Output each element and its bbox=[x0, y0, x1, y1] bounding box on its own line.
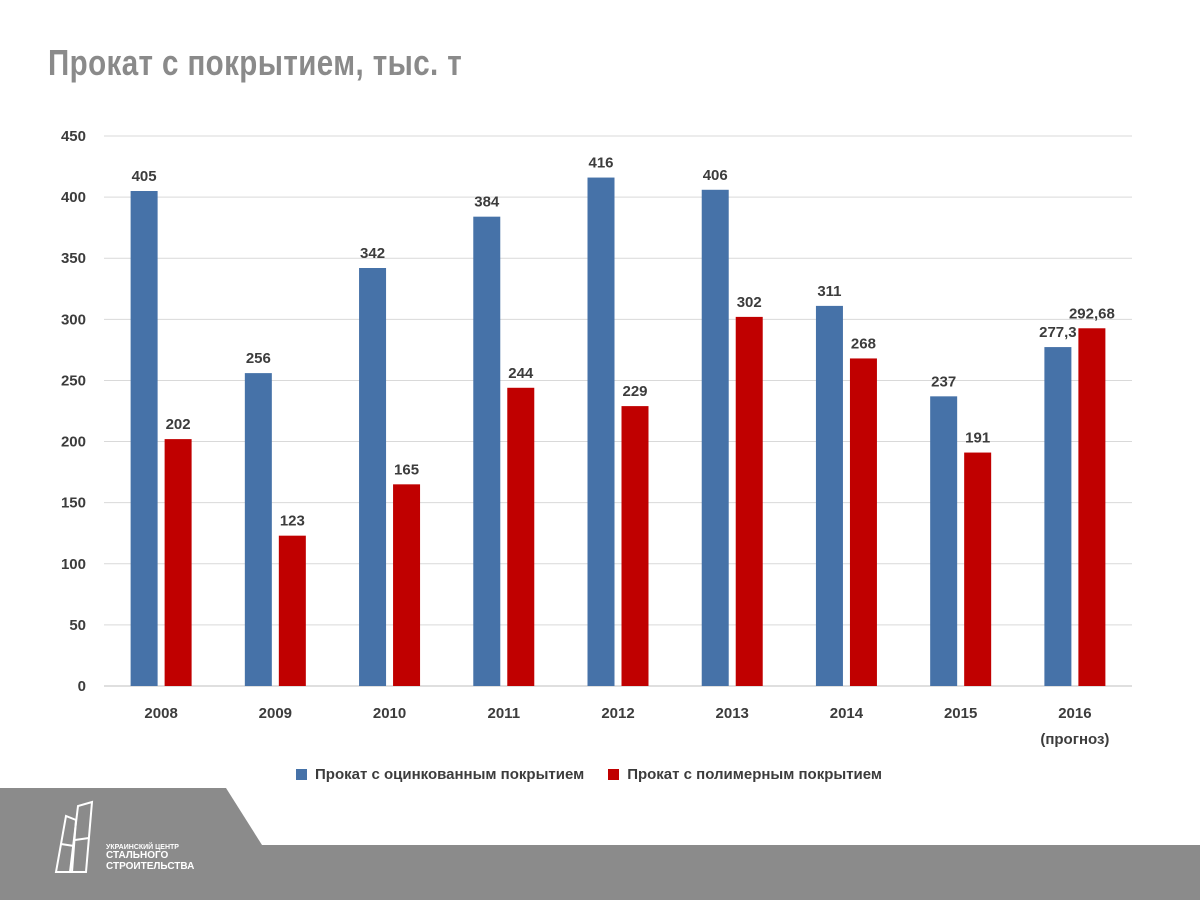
bar bbox=[1044, 347, 1072, 686]
data-label: 256 bbox=[246, 350, 271, 367]
x-tick-label: 2016 bbox=[1058, 705, 1091, 722]
data-label: 384 bbox=[474, 194, 500, 211]
y-tick-label: 0 bbox=[78, 678, 86, 695]
y-tick-label: 100 bbox=[61, 556, 86, 573]
data-label: 311 bbox=[817, 283, 841, 300]
logo-text: УКРАИНСКИЙ ЦЕНТР СТАЛЬНОГО СТРОИТЕЛЬСТВА bbox=[106, 844, 194, 872]
bar bbox=[359, 268, 387, 686]
bar bbox=[278, 535, 306, 686]
y-tick-label: 400 bbox=[61, 189, 86, 206]
y-tick-label: 350 bbox=[61, 250, 86, 267]
data-label: 202 bbox=[166, 416, 191, 433]
building-logo-icon bbox=[54, 800, 94, 873]
x-tick-sublabel: (прогноз) bbox=[1040, 731, 1109, 748]
bar bbox=[393, 484, 421, 686]
y-tick-label: 300 bbox=[61, 311, 86, 328]
data-label: 405 bbox=[132, 168, 157, 185]
data-label: 268 bbox=[851, 335, 876, 352]
legend-label-galvanized: Прокат с оцинкованным покрытием bbox=[315, 766, 585, 783]
legend-swatch-galvanized bbox=[296, 769, 307, 780]
data-label: 191 bbox=[965, 430, 990, 447]
bar bbox=[930, 396, 958, 686]
x-tick-label: 2015 bbox=[944, 705, 977, 722]
data-label: 292,68 bbox=[1069, 305, 1115, 322]
x-tick-label: 2011 bbox=[488, 705, 521, 722]
data-label: 244 bbox=[508, 365, 534, 382]
chart-title: Прокат с покрытием, тыс. т bbox=[48, 42, 463, 83]
legend-item-galvanized: Прокат с оцинкованным покрытием bbox=[296, 766, 584, 783]
x-tick-label: 2014 bbox=[830, 705, 864, 722]
data-label: 123 bbox=[280, 513, 305, 530]
bar bbox=[473, 216, 501, 686]
y-tick-label: 450 bbox=[61, 128, 86, 145]
bar bbox=[621, 406, 649, 686]
y-tick-label: 250 bbox=[61, 372, 86, 389]
company-logo: УКРАИНСКИЙ ЦЕНТР СТАЛЬНОГО СТРОИТЕЛЬСТВА bbox=[52, 800, 194, 874]
bar bbox=[587, 177, 615, 687]
x-tick-label: 2013 bbox=[716, 705, 749, 722]
bar bbox=[1078, 328, 1106, 686]
bar bbox=[164, 439, 192, 686]
y-tick-label: 150 bbox=[61, 495, 86, 512]
bar bbox=[130, 191, 158, 686]
chart-legend: Прокат с оцинкованным покрытием Прокат с… bbox=[296, 766, 882, 783]
footer-bar bbox=[0, 845, 1200, 900]
legend-label-polymer: Прокат с полимерным покрытием bbox=[627, 766, 883, 783]
data-label: 302 bbox=[737, 294, 762, 311]
data-label: 237 bbox=[931, 373, 956, 390]
x-tick-label: 2008 bbox=[144, 705, 177, 722]
data-label: 165 bbox=[394, 461, 419, 478]
bar bbox=[507, 387, 535, 686]
x-tick-label: 2009 bbox=[259, 705, 292, 722]
data-label: 342 bbox=[360, 245, 385, 262]
bar bbox=[849, 358, 877, 686]
logo-line-3: СТРОИТЕЛЬСТВА bbox=[106, 860, 195, 872]
legend-item-polymer: Прокат с полимерным покрытием bbox=[608, 766, 882, 783]
y-tick-label: 50 bbox=[69, 617, 86, 634]
bar-chart: 0 50 100 150 200 250 300 350 400 450 405 202 2008 256… bbox=[61, 128, 1132, 748]
data-label: 406 bbox=[703, 167, 728, 184]
legend-swatch-polymer bbox=[608, 769, 620, 780]
x-tick-label: 2012 bbox=[601, 705, 634, 722]
bar bbox=[964, 452, 992, 686]
data-label: 416 bbox=[588, 155, 613, 172]
bar bbox=[701, 189, 729, 686]
logo-line-2: СТАЛЬНОГО bbox=[106, 850, 169, 861]
x-tick-label: 2010 bbox=[373, 705, 406, 722]
logo-line-1: УКРАИНСКИЙ ЦЕНТР bbox=[106, 843, 179, 851]
data-label: 277,3 bbox=[1039, 324, 1077, 341]
bar bbox=[735, 316, 763, 686]
bar bbox=[815, 305, 843, 686]
y-tick-label: 200 bbox=[61, 434, 86, 451]
bar bbox=[244, 373, 272, 686]
data-label: 229 bbox=[622, 383, 647, 400]
